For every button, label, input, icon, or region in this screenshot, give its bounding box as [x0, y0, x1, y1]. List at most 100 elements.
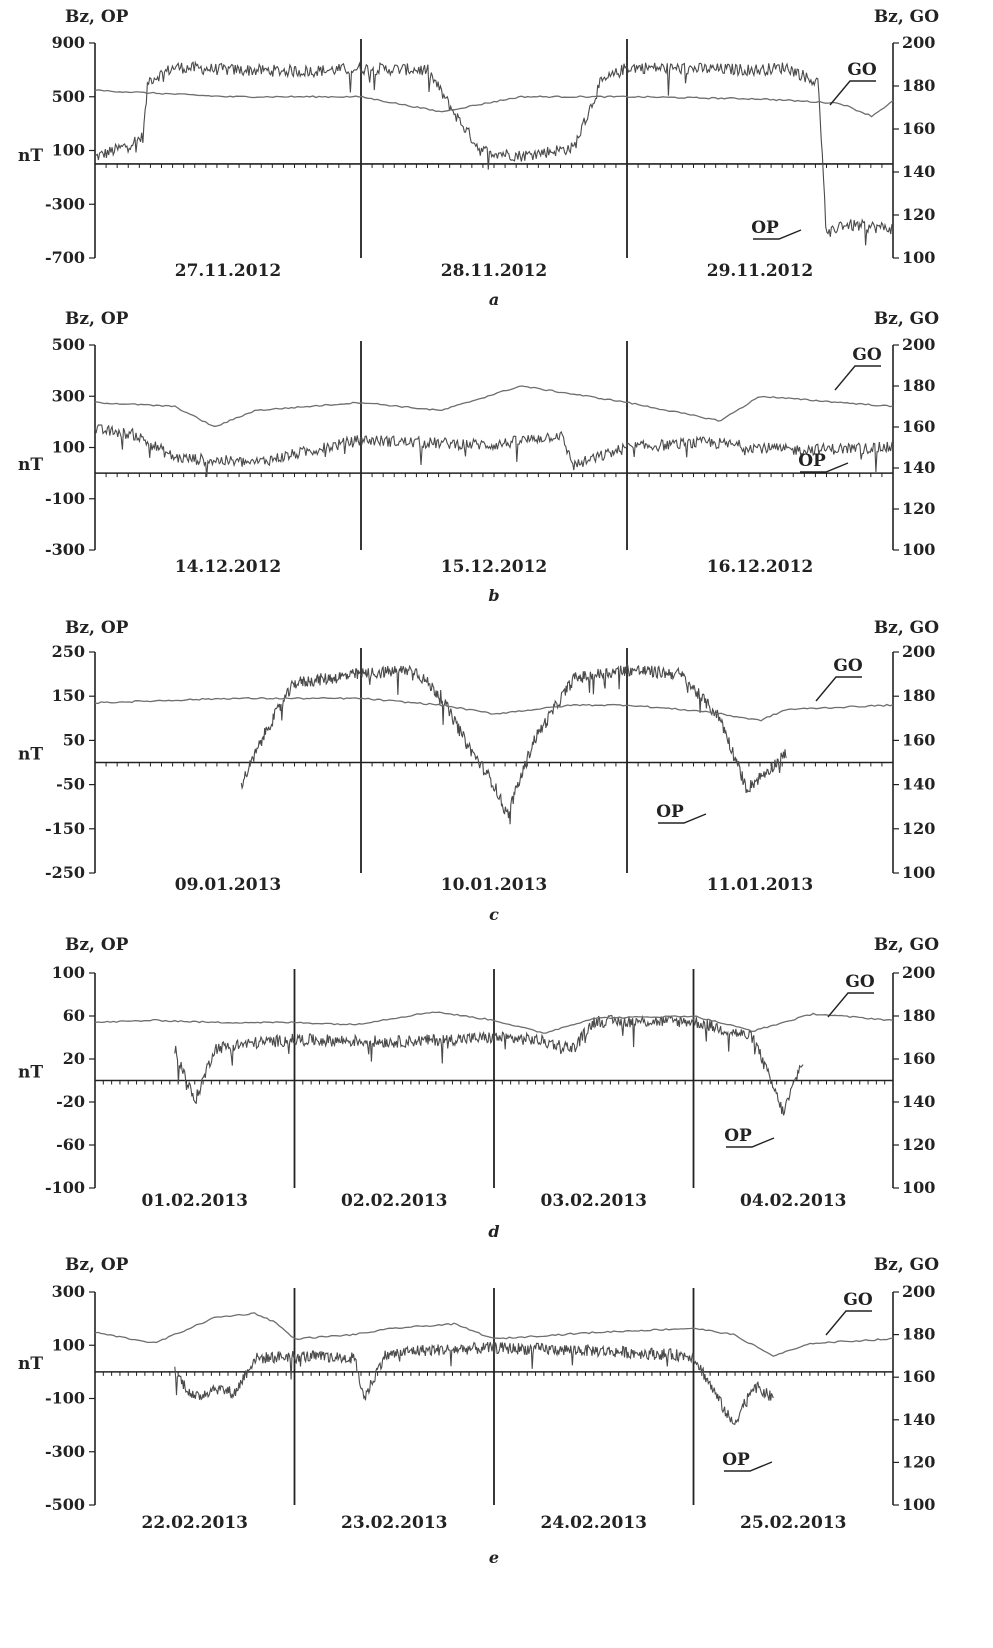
- left-tick-label: 100: [52, 141, 85, 160]
- right-axis-title: Bz, GO: [874, 618, 939, 638]
- day-label: 27.11.2012: [175, 261, 281, 281]
- day-label: 11.01.2013: [707, 875, 813, 895]
- right-tick-label: 160: [902, 417, 935, 436]
- panel-d: Bz, OP Bz, GO 100 60 20 -20 -60 -100 200 180 160 14…: [18, 935, 939, 1241]
- right-tick-label: 200: [902, 963, 935, 982]
- go-series-label: GO: [833, 656, 863, 676]
- right-tick-label: 120: [902, 1135, 935, 1154]
- panel-e: Bz, OP Bz, GO 300 100 -100 -300 -500 200 180 160 1…: [18, 1255, 939, 1567]
- go-leader: [827, 992, 874, 1018]
- left-tick-label: -300: [45, 1442, 85, 1461]
- op-series-label: OP: [798, 451, 826, 471]
- op-series-label: OP: [656, 802, 684, 822]
- op-series-label: OP: [724, 1126, 752, 1146]
- unit-label: nT: [18, 1354, 43, 1374]
- left-tick-label: -250: [45, 863, 85, 882]
- panel-letter: a: [489, 290, 499, 309]
- day-label: 04.02.2013: [740, 1191, 846, 1211]
- left-axis-title: Bz, OP: [65, 935, 129, 955]
- go-series-label: GO: [847, 60, 877, 80]
- right-tick-label: 140: [902, 1092, 935, 1111]
- left-tick-label: 100: [52, 963, 85, 982]
- panel-a: Bz, OP Bz, GO 900 500 100 -300 -700 200 180 160 14…: [18, 7, 939, 309]
- op-leader: [800, 462, 849, 473]
- op-leader: [658, 813, 707, 824]
- right-tick-label: 200: [902, 1282, 935, 1301]
- op-leader: [726, 1137, 775, 1148]
- day-label: 10.01.2013: [441, 875, 547, 895]
- unit-label: nT: [18, 1063, 43, 1083]
- op-leader: [753, 229, 802, 240]
- left-tick-label: -100: [45, 489, 85, 508]
- right-tick-label: 100: [902, 1495, 935, 1514]
- left-tick-label: 300: [52, 386, 85, 405]
- right-tick-label: 200: [902, 33, 935, 52]
- go-series-label: GO: [852, 345, 882, 365]
- day-label: 14.12.2012: [175, 557, 281, 577]
- series-go-line: [94, 89, 894, 118]
- right-tick-label: 100: [902, 540, 935, 559]
- right-tick-label: 200: [902, 335, 935, 354]
- left-axis-title: Bz, OP: [65, 7, 129, 27]
- panel-letter: e: [489, 1548, 499, 1567]
- series-op-line: [174, 1014, 804, 1116]
- right-tick-label: 100: [902, 1178, 935, 1197]
- right-tick-label: 180: [902, 376, 935, 395]
- right-tick-label: 120: [902, 1452, 935, 1471]
- go-leader: [834, 365, 881, 391]
- day-label: 25.02.2013: [740, 1513, 846, 1533]
- day-label: 02.02.2013: [341, 1191, 447, 1211]
- left-tick-label: 100: [52, 438, 85, 457]
- right-tick-label: 140: [902, 775, 935, 794]
- series-op-line: [240, 664, 787, 825]
- go-series-label: GO: [843, 1290, 873, 1310]
- panel-letter: d: [488, 1222, 499, 1241]
- left-axis-title: Bz, OP: [65, 1255, 129, 1275]
- right-tick-label: 180: [902, 1006, 935, 1025]
- left-tick-label: 900: [52, 33, 85, 52]
- left-tick-label: -50: [56, 775, 85, 794]
- right-tick-label: 180: [902, 1325, 935, 1344]
- right-tick-label: 100: [902, 248, 935, 267]
- left-tick-label: -150: [45, 819, 85, 838]
- panel-letter: c: [489, 905, 499, 924]
- day-label: 22.02.2013: [142, 1513, 248, 1533]
- right-axis-title: Bz, GO: [874, 309, 939, 329]
- unit-label: nT: [18, 745, 43, 765]
- right-tick-label: 120: [902, 205, 935, 224]
- panel-c: Bz, OP Bz, GO 250 150 50 -50 -150 -250 200 180 160…: [18, 618, 939, 924]
- left-tick-label: 60: [63, 1006, 85, 1025]
- series-op-line: [174, 1341, 774, 1426]
- right-tick-label: 120: [902, 499, 935, 518]
- op-series-label: OP: [722, 1450, 750, 1470]
- series-go-line: [94, 697, 894, 722]
- right-tick-label: 160: [902, 119, 935, 138]
- left-tick-label: -100: [45, 1178, 85, 1197]
- right-tick-label: 160: [902, 730, 935, 749]
- day-label: 29.11.2012: [707, 261, 813, 281]
- series-op-line: [94, 424, 894, 478]
- unit-label: nT: [18, 146, 43, 166]
- unit-label: nT: [18, 455, 43, 475]
- series-go-line: [94, 1011, 894, 1034]
- right-tick-label: 180: [902, 76, 935, 95]
- left-tick-label: 300: [52, 1282, 85, 1301]
- day-label: 01.02.2013: [142, 1191, 248, 1211]
- go-leader: [815, 676, 862, 702]
- series-op-line: [94, 60, 894, 246]
- left-tick-label: -700: [45, 248, 85, 267]
- right-tick-label: 140: [902, 162, 935, 181]
- right-axis-title: Bz, GO: [874, 7, 939, 27]
- left-tick-label: 100: [52, 1335, 85, 1354]
- right-tick-label: 160: [902, 1049, 935, 1068]
- left-tick-label: -20: [56, 1092, 85, 1111]
- day-label: 23.02.2013: [341, 1513, 447, 1533]
- left-tick-label: -60: [56, 1135, 85, 1154]
- left-tick-label: 150: [52, 686, 85, 705]
- left-tick-label: -300: [45, 540, 85, 559]
- series-go-line: [94, 1312, 894, 1357]
- day-label: 15.12.2012: [441, 557, 547, 577]
- left-tick-label: 500: [52, 87, 85, 106]
- series-go-line: [94, 385, 894, 428]
